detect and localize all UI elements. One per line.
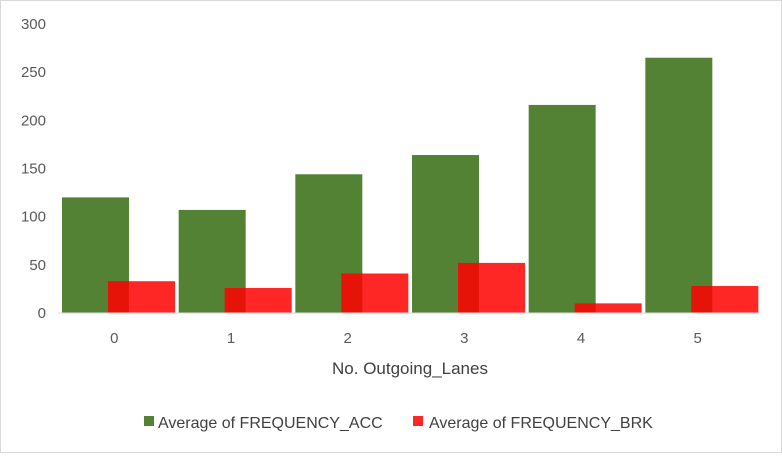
- bar-brk-3: [458, 262, 525, 313]
- bar-acc-5: [645, 57, 713, 313]
- bar-brk-5: [691, 286, 759, 313]
- y-axis-tick-labels: 0 50 100 150 200 250 300: [21, 16, 46, 322]
- x-axis-title: No. Outgoing_Lanes: [332, 359, 488, 378]
- legend-label-brk: Average of FREQUENCY_BRK: [429, 415, 653, 432]
- x-tick-label: 3: [460, 330, 468, 347]
- y-tick-label: 150: [21, 161, 46, 178]
- x-tick-label: 2: [343, 330, 351, 347]
- y-tick-label: 200: [21, 112, 46, 129]
- x-tick-label: 0: [110, 330, 118, 347]
- y-tick-label: 50: [29, 257, 46, 274]
- x-axis-tick-labels: 0 1 2 3 4 5: [110, 330, 702, 347]
- bar-brk-0: [108, 281, 175, 313]
- bar-brk-2: [341, 273, 409, 313]
- bar-acc-4: [528, 104, 596, 313]
- bars: [62, 57, 759, 313]
- legend-swatch-acc: [144, 416, 154, 426]
- x-tick-label: 1: [227, 330, 235, 347]
- x-tick-label: 4: [577, 330, 585, 347]
- legend: Average of FREQUENCY_ACC Average of FREQU…: [144, 415, 653, 432]
- legend-swatch-brk: [413, 416, 423, 426]
- y-tick-label: 0: [38, 305, 46, 322]
- y-tick-label: 100: [21, 209, 46, 226]
- y-tick-label: 250: [21, 64, 46, 81]
- x-tick-label: 5: [693, 330, 701, 347]
- y-tick-label: 300: [21, 16, 46, 33]
- bar-brk-4: [574, 303, 642, 313]
- bar-brk-1: [224, 287, 292, 313]
- legend-label-acc: Average of FREQUENCY_ACC: [158, 415, 383, 432]
